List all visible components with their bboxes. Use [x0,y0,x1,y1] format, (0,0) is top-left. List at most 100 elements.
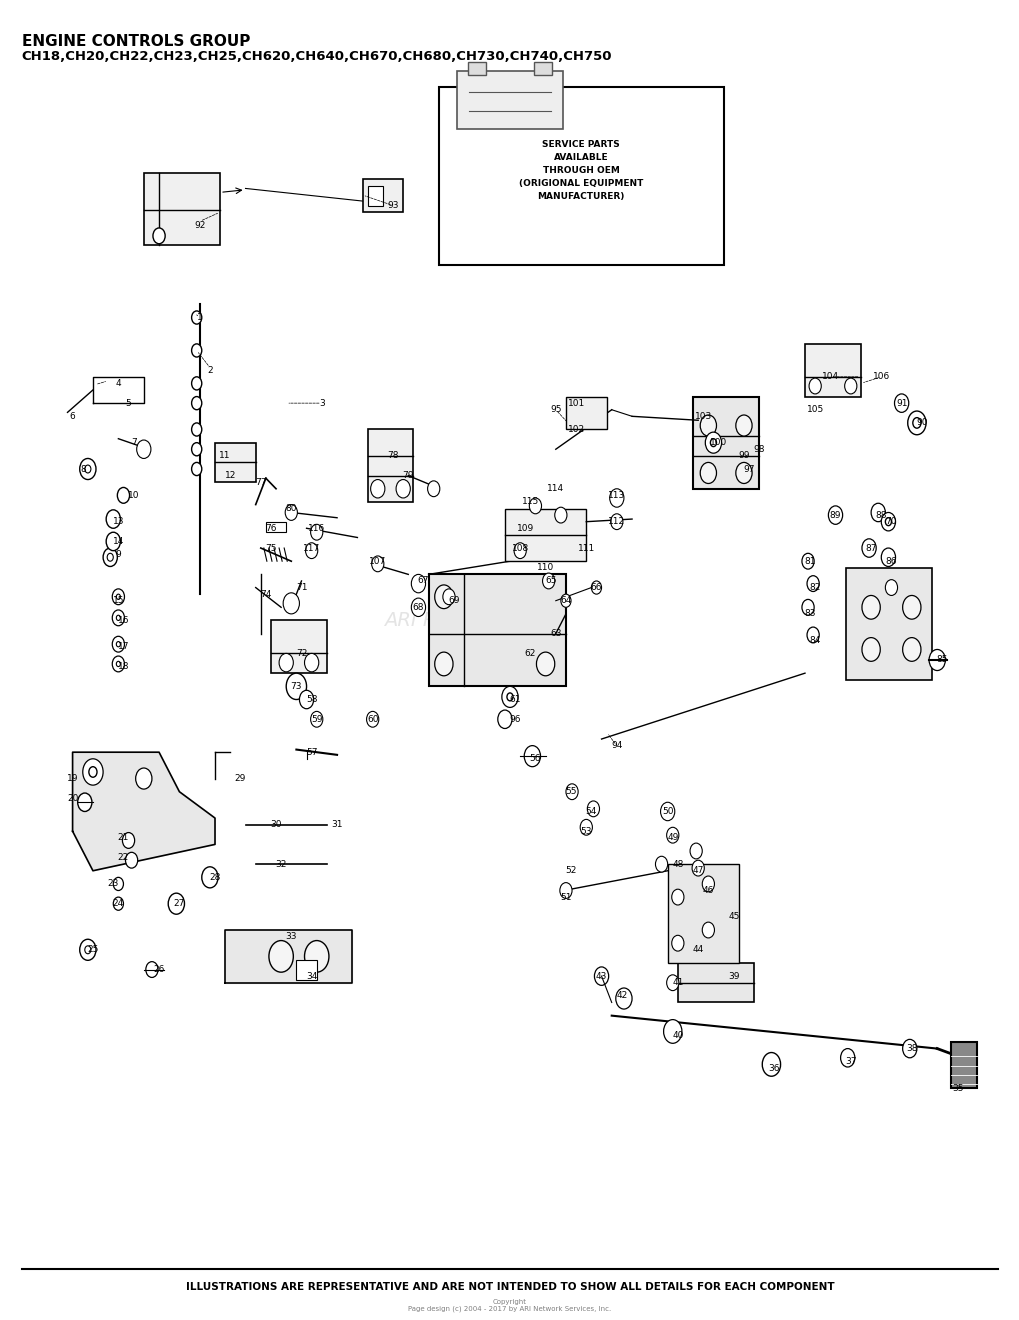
Circle shape [136,768,152,789]
Text: 33: 33 [285,932,297,941]
Text: 11: 11 [219,451,230,461]
Text: 87: 87 [864,544,876,553]
Bar [367,186,382,206]
Text: 23: 23 [107,879,119,888]
Text: 70: 70 [884,517,897,527]
Text: 4: 4 [115,379,121,388]
Circle shape [116,661,120,667]
Circle shape [113,878,123,891]
Circle shape [514,543,526,558]
Text: 5: 5 [125,399,131,408]
Text: 91: 91 [895,399,907,408]
Circle shape [672,890,684,906]
Circle shape [116,642,120,647]
Circle shape [801,553,813,569]
Circle shape [192,345,202,356]
Circle shape [116,615,120,620]
Circle shape [840,1048,854,1067]
Text: 71: 71 [296,583,307,593]
Text: 43: 43 [595,972,606,981]
Circle shape [112,610,124,626]
Text: 108: 108 [512,544,528,553]
Circle shape [912,417,920,428]
Bar [144,173,220,246]
Bar [297,961,317,979]
Circle shape [524,746,540,767]
Circle shape [610,513,623,529]
Circle shape [366,711,378,727]
FancyBboxPatch shape [534,62,551,75]
Text: 34: 34 [306,972,317,981]
Circle shape [442,589,454,605]
Text: 85: 85 [935,656,947,664]
Text: 104: 104 [821,372,839,381]
Circle shape [566,784,578,800]
Circle shape [434,585,452,609]
Circle shape [655,857,667,873]
Text: 86: 86 [884,557,897,566]
Text: 79: 79 [403,471,414,480]
Circle shape [808,378,820,393]
Bar [266,521,286,532]
Text: 28: 28 [209,873,220,882]
Circle shape [395,479,410,498]
Text: 2: 2 [207,366,213,375]
Circle shape [192,312,202,325]
Text: SERVICE PARTS
AVAILABLE
THROUGH OEM
(ORIGIONAL EQUIPMENT
MANUFACTURER): SERVICE PARTS AVAILABLE THROUGH OEM (ORI… [519,140,643,202]
Text: 63: 63 [549,630,561,638]
Circle shape [411,598,425,616]
Circle shape [300,690,314,709]
Circle shape [269,941,293,973]
Circle shape [554,507,567,523]
Circle shape [192,442,202,455]
Text: 78: 78 [387,451,398,461]
Circle shape [106,532,120,550]
Circle shape [902,1039,916,1057]
Text: ENGINE CONTROLS GROUP: ENGINE CONTROLS GROUP [21,34,250,49]
Text: 17: 17 [117,643,129,651]
Text: 47: 47 [692,866,703,875]
Circle shape [116,594,120,599]
Text: 26: 26 [153,965,165,974]
Circle shape [283,593,300,614]
Text: 45: 45 [728,912,739,921]
Circle shape [89,767,97,777]
Circle shape [103,548,117,566]
Circle shape [880,512,895,531]
Text: 95: 95 [549,405,561,414]
Text: 96: 96 [508,714,521,723]
Text: 39: 39 [728,972,739,981]
Circle shape [928,649,945,671]
Circle shape [112,636,124,652]
Text: 31: 31 [331,820,342,829]
Text: 37: 37 [844,1057,856,1067]
Circle shape [117,487,129,503]
Text: 13: 13 [112,517,124,527]
Text: 110: 110 [536,564,553,573]
Polygon shape [93,376,144,403]
Text: 41: 41 [672,978,683,987]
Circle shape [137,440,151,458]
Circle shape [699,414,715,436]
Circle shape [806,627,818,643]
Text: 57: 57 [306,747,317,756]
Text: 94: 94 [610,741,622,750]
Polygon shape [72,752,215,871]
Circle shape [506,693,513,701]
Text: 89: 89 [828,511,841,520]
Text: 10: 10 [127,491,140,500]
Text: 92: 92 [194,220,205,230]
Text: 1: 1 [197,313,203,322]
Circle shape [305,941,328,973]
Text: 16: 16 [117,616,129,624]
Circle shape [85,946,91,954]
Text: 98: 98 [753,445,764,454]
Text: 103: 103 [694,412,711,421]
Text: 112: 112 [607,517,625,527]
Circle shape [79,940,96,961]
FancyBboxPatch shape [438,87,722,265]
Text: 68: 68 [413,603,424,611]
Circle shape [666,974,679,990]
Circle shape [279,653,293,672]
Bar [215,442,256,482]
